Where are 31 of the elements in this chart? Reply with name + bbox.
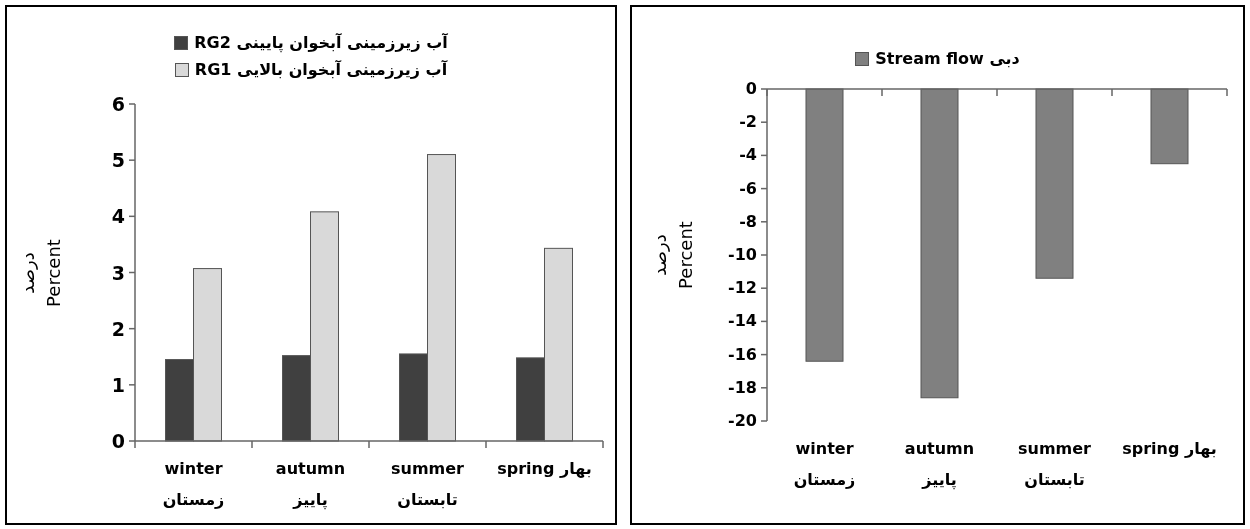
y-tick-label: 0 [744,78,757,100]
y-tick-label: 5 [110,149,125,172]
y-tick-label: -20 [727,410,757,432]
y-tick-label: 4 [110,205,125,228]
x-tick-label: autumn پاییز [903,438,976,491]
x-tick-label: winter زمستان [161,458,226,511]
y-tick-label: -8 [739,211,757,231]
y-tick-label: -16 [727,343,757,366]
y-tick-label: 6 [110,93,125,115]
legend-label: RG1 آب زیرزمینی آبخوان بالایی [194,60,448,79]
y-tick-label: -2 [738,111,757,134]
y-tick-label: -14 [727,310,757,333]
y-tick-label: 0 [110,430,125,452]
y-axis-title: درصد Percent [648,220,697,291]
y-tick-label: -4 [738,144,757,167]
x-tick-label: winter زمستان [792,438,857,491]
y-tick-label: -6 [738,177,757,200]
x-tick-label: summer تابستان [1017,438,1092,491]
y-tick-label: -12 [728,278,757,298]
legend-label: Stream flow دبی [875,49,1020,68]
y-tick-label: -18 [727,376,757,399]
y-axis-title: درصد Percent [16,237,65,309]
legend-label: RG2 آب زیرزمینی آبخوان پایینی [194,33,448,52]
y-tick-label: -10 [728,245,757,264]
y-tick-label: 2 [110,317,125,340]
y-tick-label: 1 [110,373,125,396]
y-tick-label: 3 [111,261,125,284]
x-tick-label: spring بهار [496,458,593,480]
x-tick-label: spring بهار [1121,438,1218,460]
x-tick-label: summer تابستان [390,458,465,511]
x-tick-label: autumn پاییز [274,458,347,511]
